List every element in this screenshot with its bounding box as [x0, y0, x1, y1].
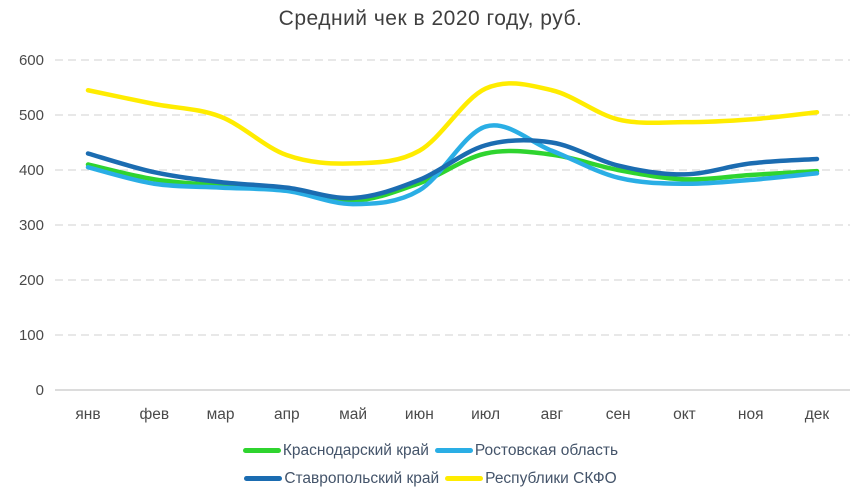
page-title: Средний чек в 2020 году, руб.	[278, 7, 583, 30]
legend-label: Ставропольский край	[284, 469, 440, 487]
legend-item-3: Республики СКФО	[445, 470, 617, 488]
legend-row-1: Ставропольский край Республики СКФО	[244, 466, 617, 491]
y-tick-label: 300	[19, 217, 44, 234]
legend-swatch-icon	[445, 476, 484, 481]
series-line-3	[85, 81, 820, 166]
series-line-1	[85, 123, 820, 207]
x-tick-label: окт	[673, 406, 696, 423]
plot-svg: 0 100 200 300 400 500 600 янв фев мар апр май июн июл…	[19, 52, 850, 423]
legend-swatch-icon	[434, 448, 473, 453]
series-line-2	[85, 137, 820, 201]
y-tick-label: 100	[19, 327, 44, 344]
x-tick-label: авг	[541, 406, 564, 423]
legend-label: Ростовская область	[474, 441, 619, 459]
legend-swatch-icon	[244, 476, 283, 481]
x-tick-label: май	[339, 406, 367, 423]
x-tick-label: янв	[75, 406, 100, 423]
legend-label: Краснодарский край	[282, 441, 429, 459]
legend-item-1: Ростовская область	[434, 441, 619, 460]
x-tick-label: фев	[139, 406, 169, 423]
series-line-0	[85, 148, 820, 204]
y-tick-label: 400	[19, 162, 44, 179]
legend-row-0: Краснодарский край Ростовская область	[242, 438, 619, 463]
legend-swatch-icon	[242, 448, 281, 453]
legend-item-2: Ставропольский край	[244, 470, 439, 488]
x-tick-label: ноя	[738, 406, 764, 423]
legend-item-0: Краснодарский край	[242, 441, 429, 460]
x-tick-label: дек	[805, 406, 830, 423]
x-tick-label: июн	[405, 406, 434, 423]
x-tick-label: апр	[274, 406, 300, 423]
y-tick-label: 500	[19, 107, 44, 124]
legend-label: Республики СКФО	[485, 469, 617, 487]
y-tick-label: 0	[36, 382, 44, 399]
x-tick-label: сен	[606, 406, 631, 423]
y-tick-label: 600	[19, 52, 44, 69]
legend: Краснодарский край Ростовская область Став…	[0, 438, 861, 491]
x-tick-label: июл	[471, 406, 500, 423]
x-tick-label: мар	[207, 406, 235, 423]
y-tick-label: 200	[19, 272, 44, 289]
